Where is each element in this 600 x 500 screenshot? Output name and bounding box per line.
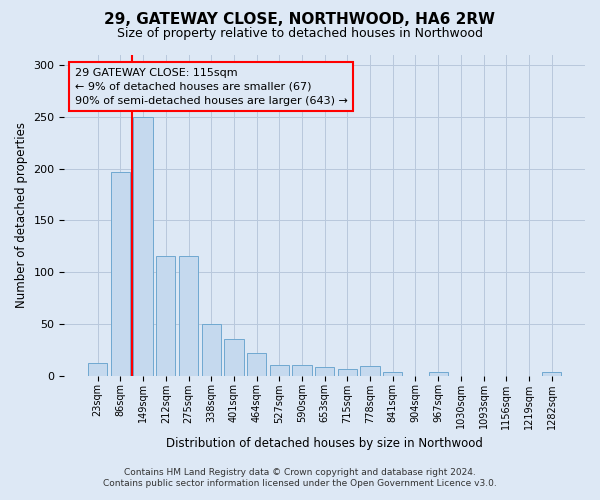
Bar <box>179 256 198 376</box>
Bar <box>361 366 380 376</box>
Bar <box>111 172 130 376</box>
Bar <box>156 256 175 376</box>
Bar <box>133 117 153 376</box>
Bar <box>315 368 334 376</box>
Bar <box>383 372 403 376</box>
Bar <box>428 372 448 376</box>
Text: 29 GATEWAY CLOSE: 115sqm
← 9% of detached houses are smaller (67)
90% of semi-de: 29 GATEWAY CLOSE: 115sqm ← 9% of detache… <box>75 68 347 106</box>
Bar <box>338 370 357 376</box>
Text: Contains HM Land Registry data © Crown copyright and database right 2024.
Contai: Contains HM Land Registry data © Crown c… <box>103 468 497 487</box>
X-axis label: Distribution of detached houses by size in Northwood: Distribution of detached houses by size … <box>166 437 483 450</box>
Bar <box>542 372 562 376</box>
Text: 29, GATEWAY CLOSE, NORTHWOOD, HA6 2RW: 29, GATEWAY CLOSE, NORTHWOOD, HA6 2RW <box>104 12 496 28</box>
Y-axis label: Number of detached properties: Number of detached properties <box>15 122 28 308</box>
Bar <box>88 363 107 376</box>
Text: Size of property relative to detached houses in Northwood: Size of property relative to detached ho… <box>117 28 483 40</box>
Bar <box>202 324 221 376</box>
Bar <box>292 365 311 376</box>
Bar <box>269 365 289 376</box>
Bar <box>247 353 266 376</box>
Bar <box>224 340 244 376</box>
